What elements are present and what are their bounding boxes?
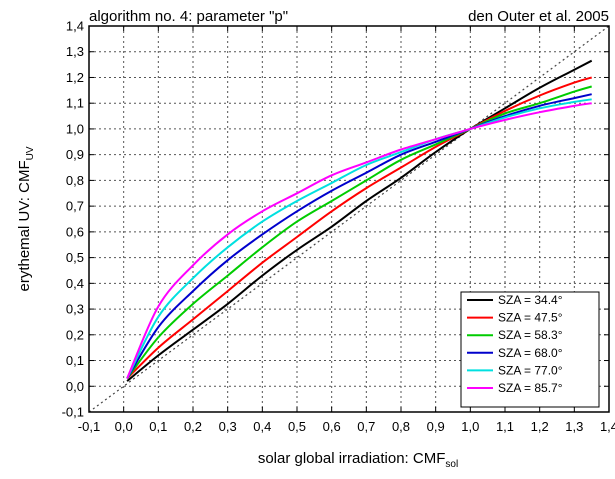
y-tick-label: 0,0: [66, 379, 84, 394]
y-axis-label-main: erythemal UV: CMF: [16, 160, 33, 291]
x-axis-label-sub: sol: [445, 459, 458, 470]
y-ticks: -0,1 0,0 0,1 0,2 0,3 0,4 0,5 0,6 0,7 0,8 0,9 1,0 1,1…: [62, 19, 609, 420]
legend-label: SZA = 34.4°: [498, 293, 563, 307]
y-tick-label: 1,1: [66, 96, 84, 111]
y-tick-label: 0,1: [66, 353, 84, 368]
legend-label: SZA = 85.7°: [498, 381, 563, 395]
y-tick-label: 0,6: [66, 224, 84, 239]
y-tick-label: 1,3: [66, 44, 84, 59]
x-tick-label: 1,2: [531, 419, 549, 434]
series-line: [126, 102, 592, 379]
x-tick-label: 0,1: [149, 419, 167, 434]
y-tick-label: 1,0: [66, 121, 84, 136]
y-tick-label: 0,2: [66, 327, 84, 342]
x-axis-label-main: solar global irradiation: CMF: [258, 450, 446, 467]
legend-label: SZA = 68.0°: [498, 346, 563, 360]
x-tick-label: 0,2: [184, 419, 202, 434]
x-tick-label: 0,9: [427, 419, 445, 434]
plot-frame: [88, 25, 610, 413]
x-tick-label: 1,1: [496, 419, 514, 434]
legend-label: SZA = 47.5°: [498, 311, 563, 325]
x-tick-label: 0,8: [392, 419, 410, 434]
y-tick-label: 0,8: [66, 173, 84, 188]
series-line: [126, 98, 592, 379]
legend-label: SZA = 77.0°: [498, 363, 563, 377]
x-tick-label: 0,3: [219, 419, 237, 434]
x-tick-label: 0,0: [115, 419, 133, 434]
legend-label: SZA = 58.3°: [498, 328, 563, 342]
x-tick-label: 0,5: [288, 419, 306, 434]
chart-title-right: den Outer et al. 2005: [468, 8, 609, 25]
x-ticks: -0,1 0,0 0,1 0,2 0,3 0,4 0,5 0,6 0,7 0,8 0,9 1,0 1,1…: [78, 26, 615, 434]
x-axis-label: solar global irradiation: CMFsol: [258, 450, 458, 470]
x-tick-label: 0,6: [323, 419, 341, 434]
y-tick-label: 0,3: [66, 302, 84, 317]
y-tick-label: 0,9: [66, 147, 84, 162]
y-axis-label: erythemal UV: CMFUV: [16, 146, 36, 291]
x-tick-label: 1,3: [565, 419, 583, 434]
x-tick-label: 1,0: [461, 419, 479, 434]
series-line: [126, 76, 592, 380]
y-tick-label: 1,2: [66, 70, 84, 85]
x-tick-label: 0,7: [357, 419, 375, 434]
y-tick-label: 0,5: [66, 250, 84, 265]
y-tick-label: -0,1: [62, 405, 84, 420]
chart-title-left: algorithm no. 4: parameter "p": [89, 8, 288, 25]
x-tick-label: -0,1: [78, 419, 100, 434]
x-tick-label: 0,4: [253, 419, 271, 434]
series-line: [126, 59, 593, 382]
y-tick-label: 0,7: [66, 199, 84, 214]
legend: SZA = 34.4° SZA = 47.5° SZA = 58.3° SZA = 6…: [460, 291, 600, 408]
y-axis-label-sub: UV: [25, 146, 36, 160]
series-line: [126, 93, 592, 380]
y-tick-label: 0,4: [66, 276, 84, 291]
x-tick-label: 1,4: [600, 419, 615, 434]
series-line: [126, 85, 592, 380]
series-lines: [126, 59, 593, 382]
y-tick-label: 1,4: [66, 19, 84, 34]
